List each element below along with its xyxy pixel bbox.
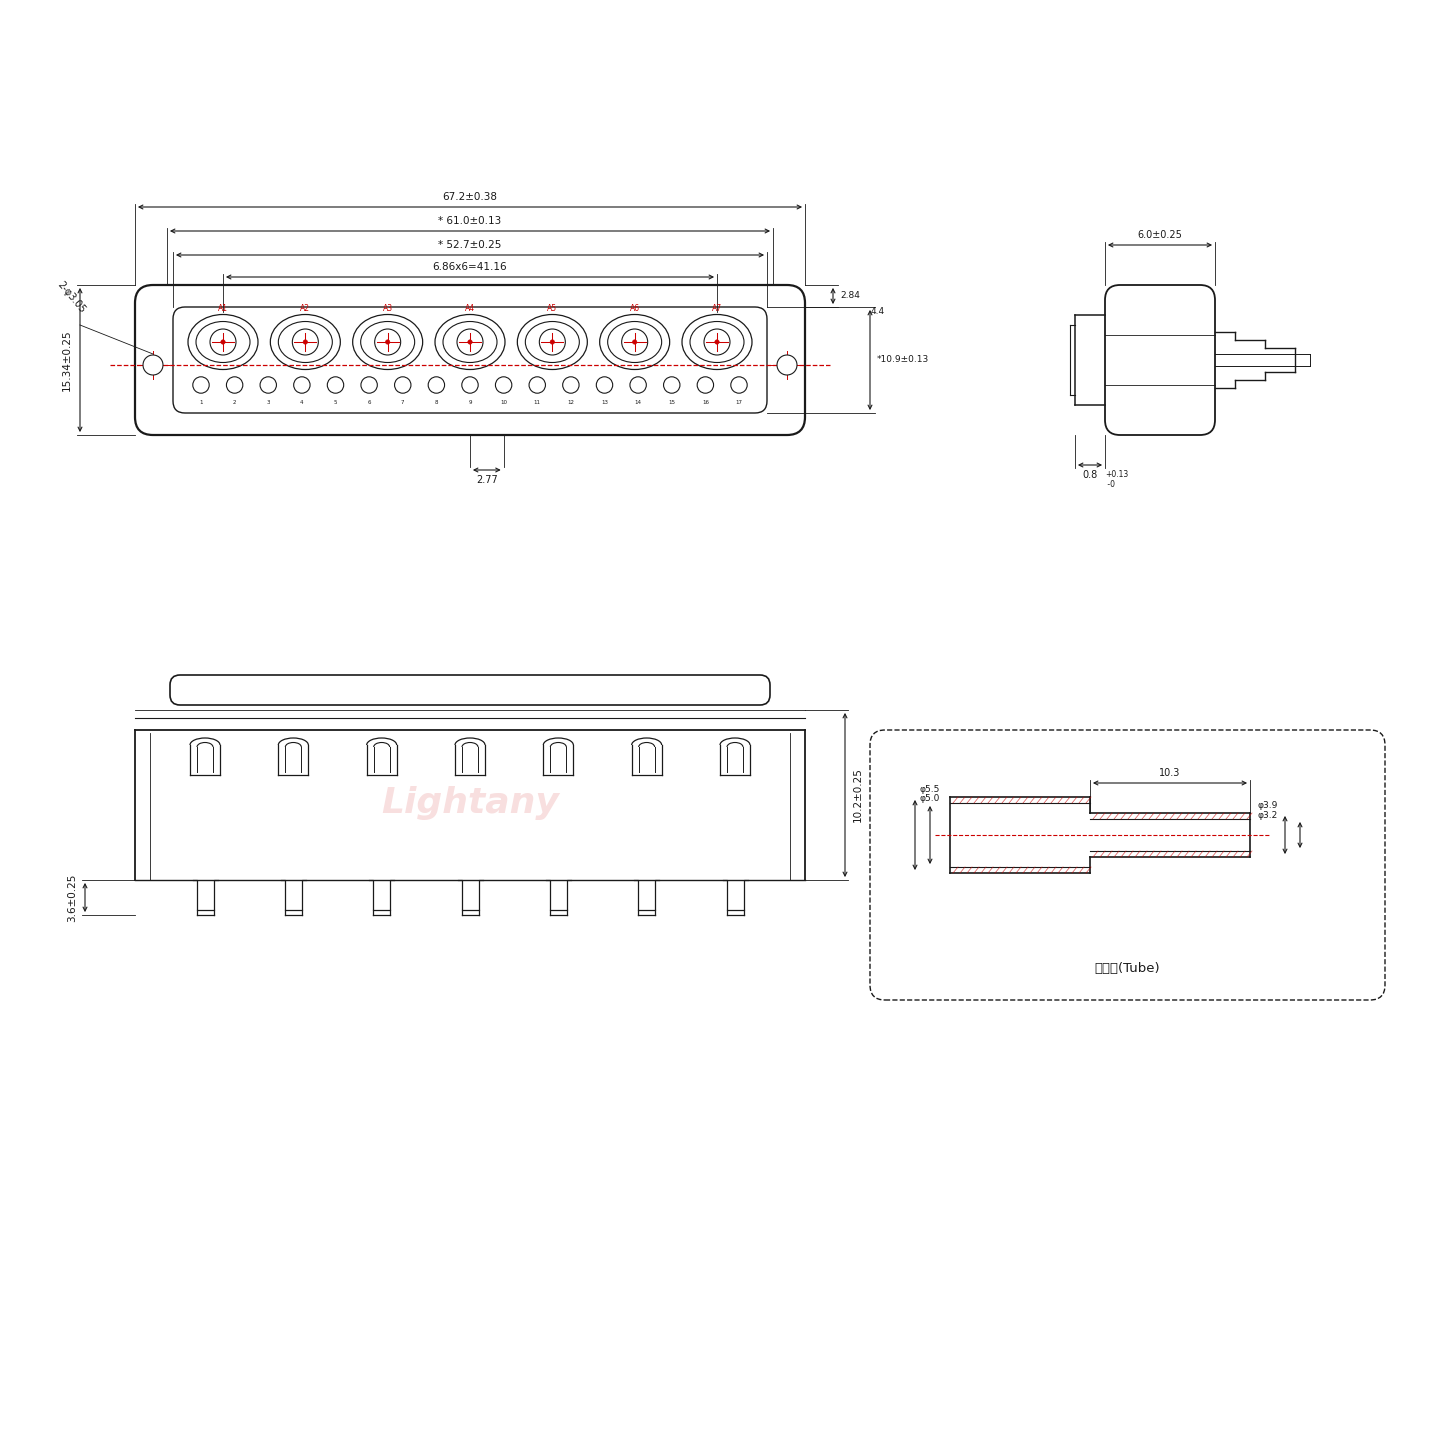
Circle shape [664,377,680,393]
Circle shape [540,328,566,356]
Ellipse shape [189,314,258,370]
FancyBboxPatch shape [170,675,770,706]
Circle shape [714,340,719,344]
Text: *10.9±0.13: *10.9±0.13 [877,356,929,364]
Text: 2.77: 2.77 [477,475,498,485]
Circle shape [632,340,636,344]
Ellipse shape [608,321,661,363]
Text: Lightany: Lightany [382,353,559,387]
Text: 14: 14 [635,400,642,405]
Ellipse shape [278,321,333,363]
Circle shape [704,328,730,356]
Circle shape [468,340,472,344]
Text: 10: 10 [500,400,507,405]
Text: * 52.7±0.25: * 52.7±0.25 [438,240,501,251]
Circle shape [395,377,410,393]
Circle shape [456,328,482,356]
Text: * 61.0±0.13: * 61.0±0.13 [438,216,501,226]
Text: 9: 9 [468,400,472,405]
FancyBboxPatch shape [173,307,768,413]
Circle shape [697,377,714,393]
Circle shape [226,377,243,393]
Text: 2.84: 2.84 [840,291,860,301]
Text: 12: 12 [567,400,575,405]
Ellipse shape [683,314,752,370]
Circle shape [629,377,647,393]
Text: A3: A3 [383,304,393,312]
Circle shape [730,377,747,393]
Text: 0.8: 0.8 [1083,469,1097,480]
Text: 13: 13 [600,400,608,405]
Text: φ3.9: φ3.9 [1259,801,1279,809]
Text: φ5.5: φ5.5 [920,785,940,793]
Circle shape [193,377,209,393]
Text: A4: A4 [465,304,475,312]
Circle shape [374,328,400,356]
Circle shape [622,328,648,356]
Circle shape [261,377,276,393]
Text: φ3.2: φ3.2 [1259,811,1279,819]
Circle shape [495,377,511,393]
Text: 4: 4 [300,400,304,405]
Circle shape [778,356,796,374]
Text: A7: A7 [711,304,721,312]
Text: 2: 2 [233,400,236,405]
Text: 15.34±0.25: 15.34±0.25 [62,330,72,390]
Circle shape [220,340,225,344]
Text: +0.13
 -0: +0.13 -0 [1104,469,1129,490]
Circle shape [304,340,308,344]
Text: 15: 15 [668,400,675,405]
Text: 4.4: 4.4 [871,307,886,315]
Circle shape [327,377,344,393]
FancyBboxPatch shape [870,730,1385,999]
Text: Lightany: Lightany [382,785,559,819]
Ellipse shape [353,314,423,370]
Text: 2-φ3.05: 2-φ3.05 [55,279,86,315]
Text: 6.0±0.25: 6.0±0.25 [1138,230,1182,240]
Circle shape [528,377,546,393]
Circle shape [550,340,554,344]
Ellipse shape [690,321,744,363]
Ellipse shape [271,314,340,370]
Circle shape [361,377,377,393]
Text: 11: 11 [534,400,541,405]
Text: A5: A5 [547,304,557,312]
Text: 17: 17 [736,400,743,405]
Circle shape [386,340,390,344]
Text: A2: A2 [301,304,311,312]
Ellipse shape [444,321,497,363]
Circle shape [210,328,236,356]
Circle shape [428,377,445,393]
Circle shape [294,377,310,393]
Text: 3: 3 [266,400,271,405]
Ellipse shape [360,321,415,363]
Text: 67.2±0.38: 67.2±0.38 [442,192,497,202]
Text: 1: 1 [199,400,203,405]
Text: 屏蔽管(Tube): 屏蔽管(Tube) [1094,962,1161,975]
Circle shape [596,377,612,393]
Text: φ5.0: φ5.0 [920,793,940,804]
Ellipse shape [435,314,505,370]
Text: 5: 5 [334,400,337,405]
Ellipse shape [517,314,588,370]
Text: 6: 6 [367,400,372,405]
Text: 3.6±0.25: 3.6±0.25 [68,873,76,922]
Ellipse shape [526,321,579,363]
Circle shape [292,328,318,356]
Ellipse shape [599,314,670,370]
Circle shape [563,377,579,393]
Text: 7: 7 [400,400,405,405]
Text: 16: 16 [701,400,708,405]
FancyBboxPatch shape [1104,285,1215,435]
Text: 8: 8 [435,400,438,405]
Text: A6: A6 [629,304,639,312]
Text: 10.2±0.25: 10.2±0.25 [852,768,863,822]
Text: 6.86x6=41.16: 6.86x6=41.16 [432,262,507,272]
Circle shape [143,356,163,374]
Text: A1: A1 [217,304,228,312]
FancyBboxPatch shape [135,285,805,435]
Text: 10.3: 10.3 [1159,768,1181,778]
Ellipse shape [196,321,251,363]
Circle shape [462,377,478,393]
